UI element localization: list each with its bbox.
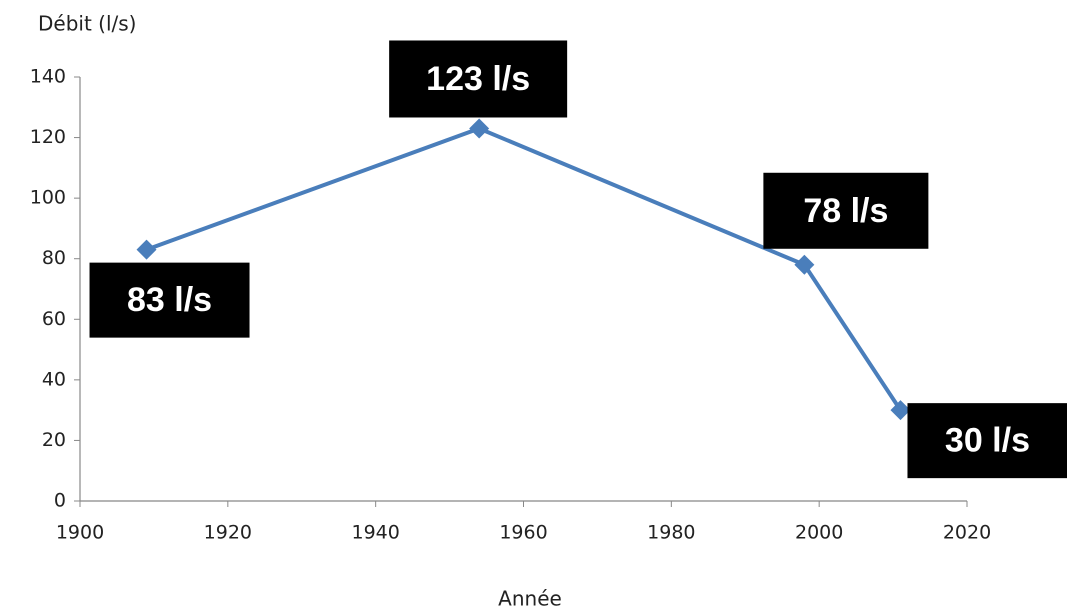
- x-tick-label: 2000: [795, 522, 843, 544]
- data-label: 30 l/s: [945, 422, 1030, 460]
- x-tick-label: 1980: [647, 522, 695, 544]
- y-tick-label: 20: [42, 429, 66, 451]
- data-point: [469, 118, 490, 139]
- data-point: [890, 400, 911, 421]
- data-point: [794, 254, 815, 275]
- label-box: [389, 40, 568, 118]
- y-tick-label: 120: [30, 126, 66, 148]
- y-tick-label: 60: [42, 308, 66, 330]
- x-tick-label: 2020: [943, 522, 991, 544]
- y-tick-label: 100: [30, 187, 66, 209]
- y-tick-label: 40: [42, 368, 66, 390]
- label-box: [89, 262, 250, 338]
- label-box: [763, 172, 929, 249]
- y-tick-label: 140: [30, 66, 66, 88]
- data-line: [145, 126, 903, 412]
- data-point: [136, 239, 157, 260]
- data-label: 83 l/s: [127, 281, 212, 319]
- x-tick-label: 1900: [56, 522, 104, 544]
- data-label: 78 l/s: [803, 192, 888, 230]
- x-tick-label: 1940: [351, 522, 399, 544]
- x-tick-label: 1960: [499, 522, 547, 544]
- x-tick-label: 1920: [204, 522, 252, 544]
- data-label: 123 l/s: [426, 60, 530, 98]
- y-axis-title: Débit (l/s): [38, 12, 136, 36]
- x-axis-title: Année: [498, 587, 562, 611]
- y-tick-label: 0: [54, 490, 66, 512]
- y-tick-label: 80: [42, 247, 66, 269]
- label-box: [907, 403, 1067, 479]
